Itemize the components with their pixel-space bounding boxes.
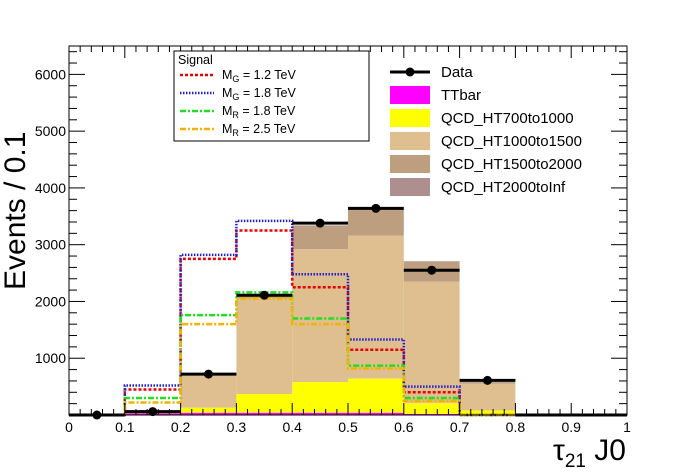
stack-bar-ttbar-bin-4 (292, 412, 348, 415)
stack-bar-qcd-ht1000to1500-bin-2 (180, 375, 237, 408)
legend-swatch-qcd-ht1500to2000 (390, 155, 430, 173)
stack-bar-ttbar-bin-5 (348, 412, 404, 415)
y-tick-label: 5000 (35, 123, 66, 139)
signal-legend-box (173, 50, 370, 142)
signal-legend-label-0: MG = 1.2 TeV (222, 68, 297, 84)
x-tick-label: 0.7 (450, 419, 470, 435)
x-tick-label: 0.8 (506, 419, 526, 435)
x-axis-title-suffix: J0 (586, 434, 626, 467)
stack-bar-qcd-ht700to1000-bin-5 (348, 378, 404, 413)
data-point-3 (259, 290, 269, 300)
x-tick-label: 0.2 (171, 419, 191, 435)
legend-swatch-qcd-ht2000toinf (390, 178, 430, 196)
axes: 0 0.1 0.2 0.3 0.4 0.5 0.6 0.7 0.8 0.9 1 1000 2000 300… (35, 46, 631, 435)
stack-bar-qcd-ht1500to2000-bin-5 (348, 210, 404, 236)
stack-bar-qcd-ht700to1000-bin-6 (403, 403, 460, 414)
signal-line-1 (69, 219, 627, 417)
data-point-4 (315, 218, 325, 228)
stack-bar-qcd-ht1000to1500-bin-3 (236, 298, 293, 394)
legend-label-1: TTbar (441, 87, 481, 104)
data-point-7 (483, 375, 492, 385)
stack-bar-qcd-ht1000to1500-bin-7 (459, 383, 516, 411)
legend-swatch-qcd-ht700to1000 (390, 109, 430, 127)
y-tick-label: 1000 (35, 350, 66, 366)
legend-swatch-qcd-ht1000to1500 (390, 132, 430, 150)
stack-bar-ttbar-bin-6 (403, 413, 460, 415)
x-tick-label: 0.1 (115, 419, 135, 435)
x-axis-title-main: τ (553, 434, 565, 467)
x-tick-label: 1 (623, 419, 631, 435)
data-point-1 (148, 407, 158, 417)
y-axis-title: Events / 0.1 (0, 132, 32, 290)
y-tick-label: 4000 (35, 180, 66, 196)
legend-label-2: QCD_HT700to1000 (441, 110, 574, 127)
signal-legend-items: MG = 1.2 TeV MG = 1.8 TeV MR = 1.8 TeV MR =… (180, 68, 297, 138)
main-legend: Data TTbar QCD_HT700to1000 QCD_HT1000to1500… (390, 64, 582, 196)
stack-bar-qcd-ht1000to1500-bin-5 (348, 235, 404, 379)
stack-bar-ttbar-bin-2 (180, 412, 237, 415)
signal-legend-title: Signal (178, 53, 213, 67)
signal-legend: Signal MG = 1.2 TeV MG = 1.8 TeV MR = 1.8 … (173, 50, 370, 142)
x-tick-label: 0.5 (338, 419, 358, 435)
signal-line-0 (69, 229, 627, 417)
x-tick-label: 0.6 (394, 419, 414, 435)
stack-bar-qcd-ht700to1000-bin-7 (459, 410, 516, 415)
data-point-2 (204, 369, 213, 379)
signal-legend-label-2: MR = 1.8 TeV (222, 104, 296, 120)
data-point-5 (371, 203, 381, 213)
legend-swatch-ttbar (390, 86, 430, 104)
stack-bar-qcd-ht700to1000-bin-2 (180, 407, 237, 413)
x-tick-label: 0.4 (282, 419, 302, 435)
legend-label-3: QCD_HT1000to1500 (441, 133, 582, 150)
stack-bar-qcd-ht1000to1500-bin-6 (403, 281, 460, 404)
stack-bar-qcd-ht1000to1500-bin-4 (292, 249, 348, 383)
x-tick-label: 0.3 (227, 419, 247, 435)
y-tick-label: 6000 (35, 66, 66, 82)
legend-label-5: QCD_HT2000toInf (441, 179, 566, 196)
signal-legend-label-3: MR = 2.5 TeV (222, 122, 296, 138)
stack-bar-ttbar-bin-3 (236, 412, 293, 415)
stack-bar-qcd-ht700to1000-bin-3 (236, 393, 293, 413)
x-tick-label: 0.9 (561, 419, 581, 435)
signal-legend-label-1: MG = 1.8 TeV (222, 86, 297, 102)
data-point-6 (427, 265, 437, 275)
legend-label-0: Data (441, 64, 473, 81)
x-tick-label: 0 (65, 419, 73, 435)
legend-swatch-data-marker (405, 67, 415, 77)
y-tick-label: 2000 (35, 293, 66, 309)
y-tick-label: 3000 (35, 237, 66, 253)
stack-bar-qcd-ht2000toinf-bin-6 (403, 261, 460, 262)
x-axis-title-sub: 21 (565, 451, 586, 472)
x-axis-title: τ21 J0 (553, 434, 626, 472)
stacked-backgrounds (124, 209, 516, 415)
stack-bar-qcd-ht1500to2000-bin-4 (292, 225, 348, 250)
stack-bar-qcd-ht700to1000-bin-4 (292, 382, 348, 413)
legend-label-4: QCD_HT1500to2000 (441, 156, 582, 173)
